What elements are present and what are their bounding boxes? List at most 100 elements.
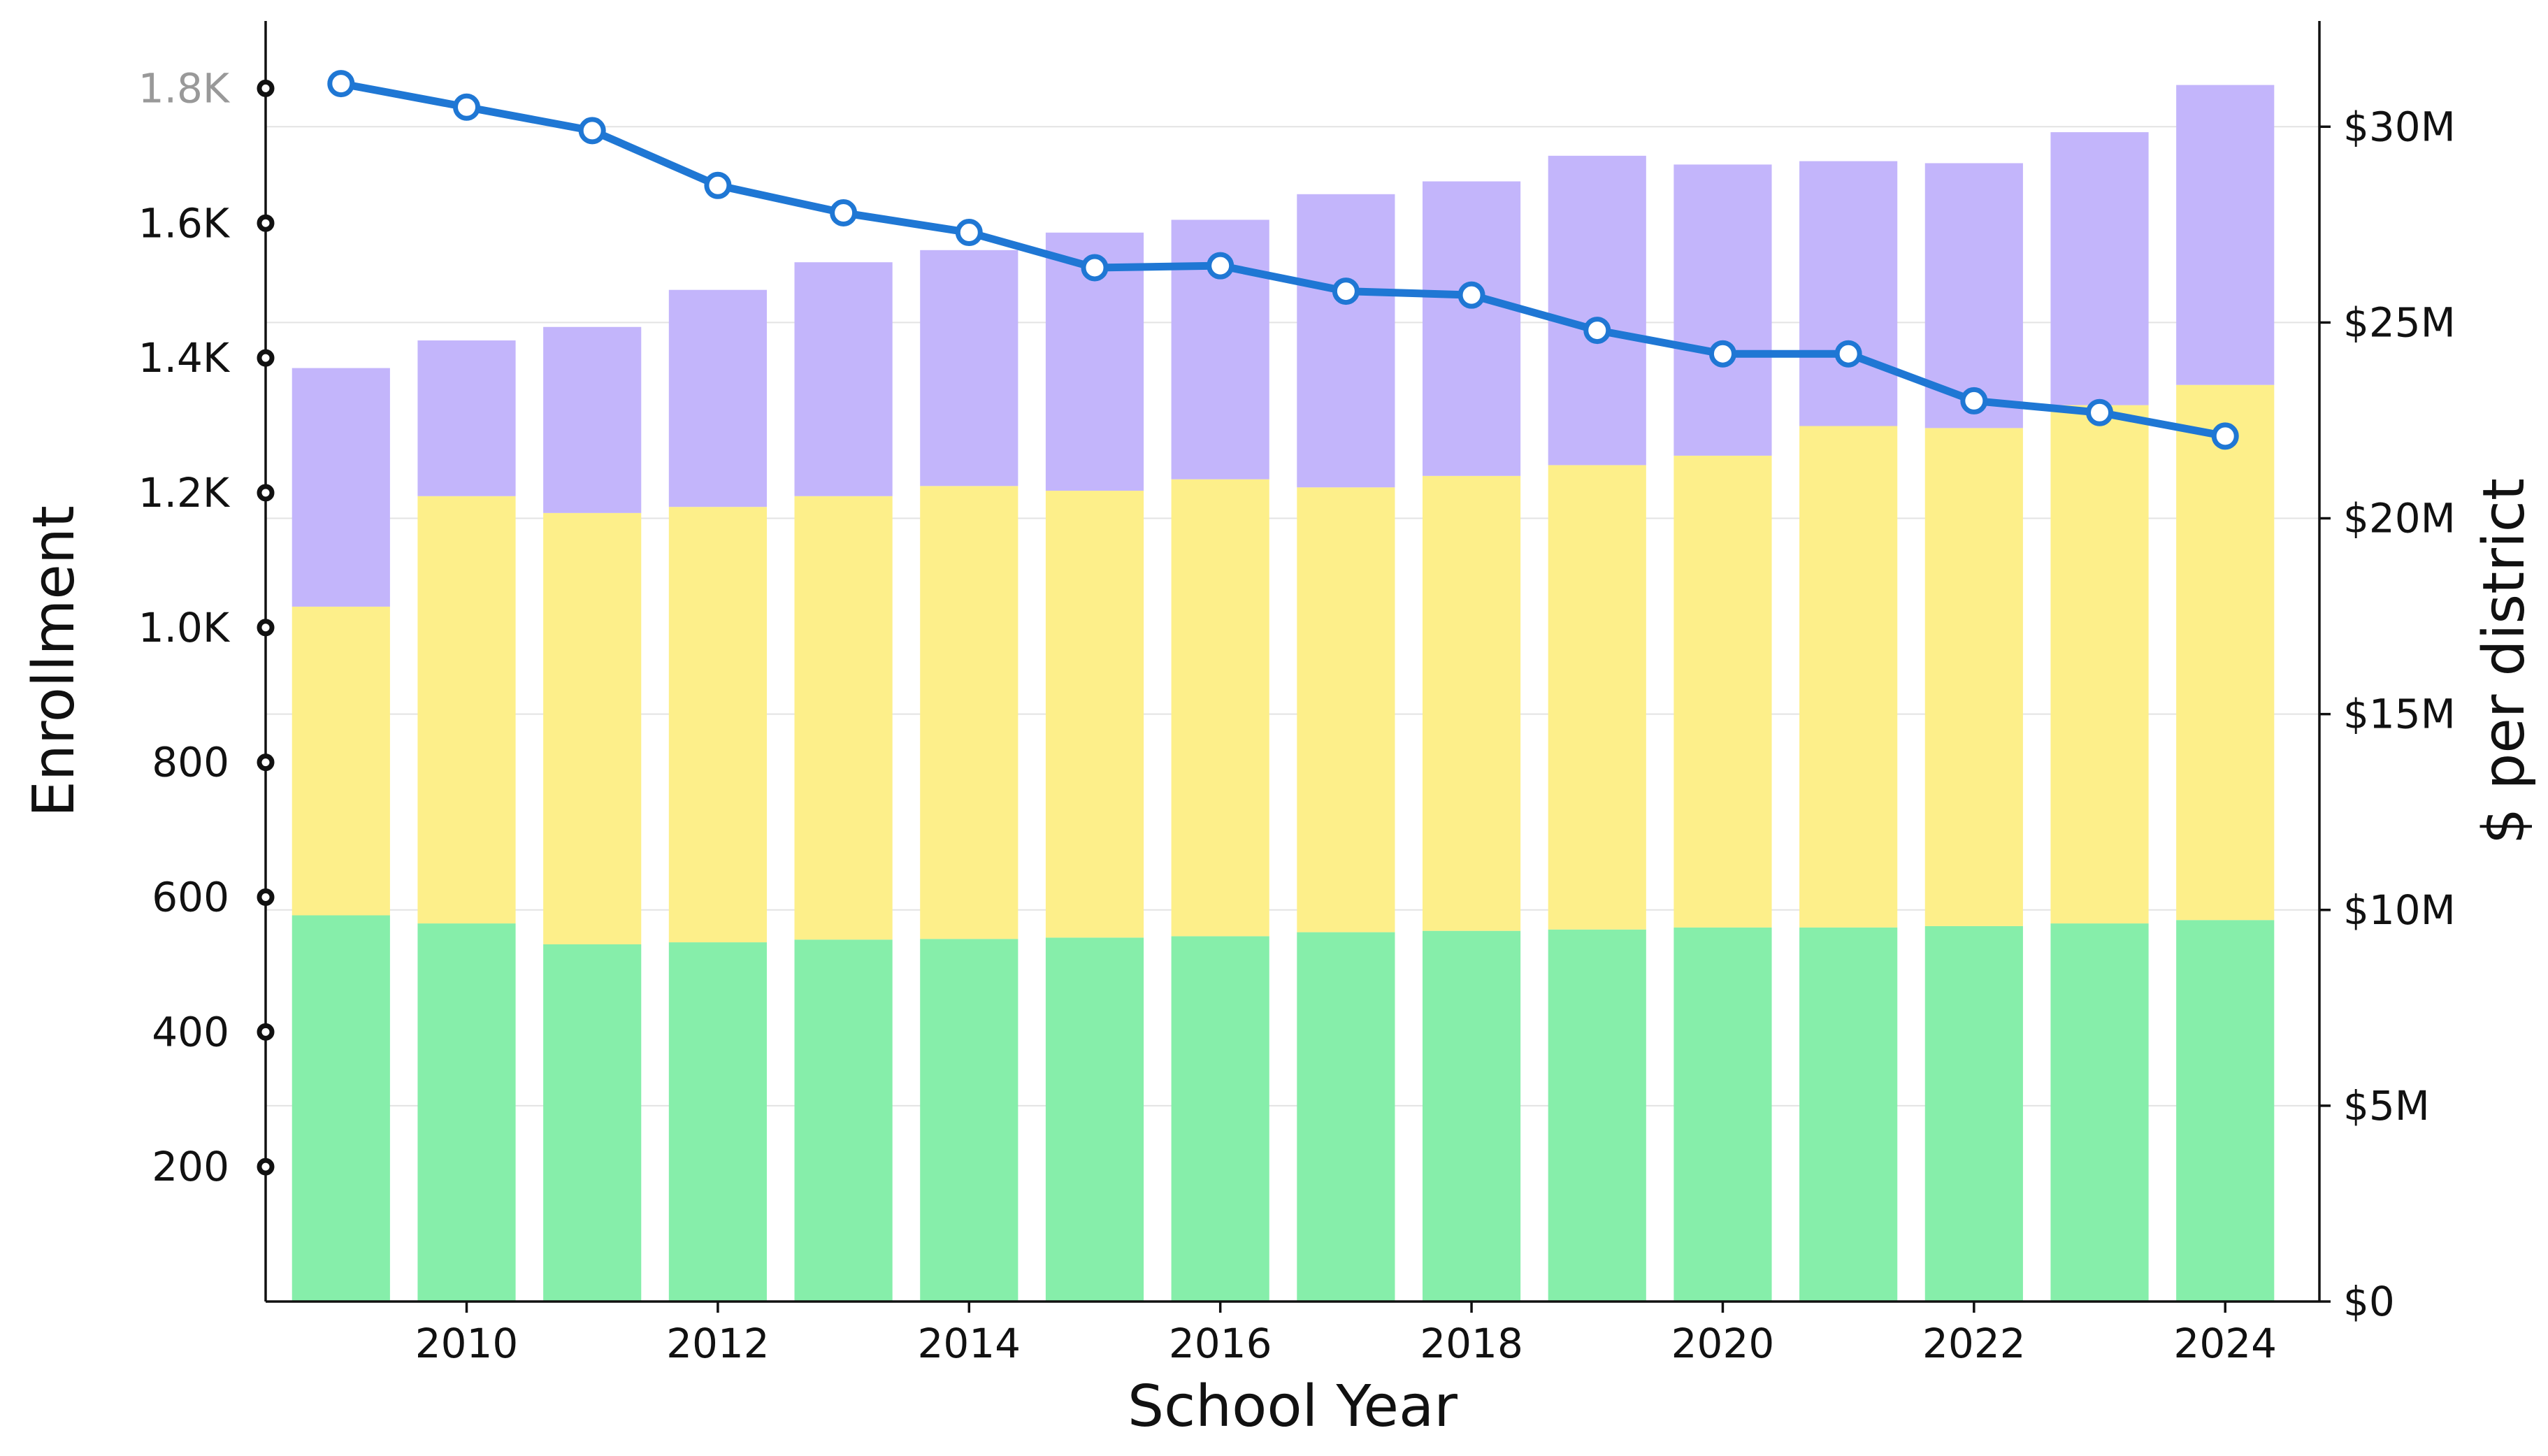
left-tick-marker xyxy=(257,79,275,97)
bar-segment xyxy=(291,606,390,916)
line-point xyxy=(1960,387,1988,415)
bar-segment xyxy=(2050,405,2149,924)
line-point xyxy=(1457,281,1485,309)
funding-line xyxy=(337,80,2229,440)
line-point xyxy=(1834,340,1862,368)
bar-segment xyxy=(920,486,1019,939)
bar-segment xyxy=(1674,164,1772,456)
left-tick-marker xyxy=(257,1023,275,1041)
x-tick-label: 2010 xyxy=(415,1320,519,1367)
bar-segment xyxy=(2050,923,2149,1302)
left-tick-label: 1.2K xyxy=(138,469,231,517)
left-tick-marker xyxy=(257,484,275,502)
right-tick-label: $5M xyxy=(2343,1082,2430,1130)
bar-segment xyxy=(417,340,516,496)
bar-segment xyxy=(543,944,642,1302)
line-point xyxy=(1207,252,1235,280)
line-point xyxy=(1081,254,1109,282)
line-point xyxy=(1583,317,1611,345)
left-tick-marker xyxy=(257,1158,275,1176)
right-tick-label: $15M xyxy=(2343,691,2456,738)
line-point xyxy=(327,70,355,98)
line-point xyxy=(2086,398,2114,426)
bar-segment xyxy=(794,939,893,1302)
bar-segment xyxy=(2176,384,2275,921)
bar-segment xyxy=(417,923,516,1302)
left-tick-marker xyxy=(257,349,275,367)
line-point xyxy=(955,219,983,247)
bar-segment xyxy=(1045,937,1144,1302)
right-tick-label: $0 xyxy=(2343,1278,2395,1325)
left-tick-label: 1.4K xyxy=(138,334,231,382)
left-y-axis-title: Enrollment xyxy=(21,505,87,817)
x-tick-label: 2018 xyxy=(1420,1320,1523,1367)
bar-segment xyxy=(543,512,642,944)
bar-segment xyxy=(1674,927,1772,1302)
right-tick-label: $30M xyxy=(2343,103,2456,150)
bar-segment xyxy=(1799,426,1898,928)
right-y-axis-title: $ per district xyxy=(2471,478,2538,844)
line-point xyxy=(2211,422,2239,450)
x-tick-label: 2024 xyxy=(2173,1320,2277,1367)
bar-segment xyxy=(1548,465,1646,930)
bar-segment xyxy=(668,507,767,943)
right-tick-label: $20M xyxy=(2343,495,2456,542)
bar-segment xyxy=(1924,925,2023,1302)
bar-segment xyxy=(1799,927,1898,1302)
left-tick-marker xyxy=(257,754,275,772)
bar-segment xyxy=(794,262,893,496)
bar-segment xyxy=(1548,929,1646,1302)
bar-segment xyxy=(920,939,1019,1302)
left-tick-label: 400 xyxy=(152,1008,229,1055)
x-tick-label: 2022 xyxy=(1922,1320,2026,1367)
left-tick-label: 1.0K xyxy=(138,604,231,651)
bar-segment xyxy=(1297,194,1395,488)
line-point xyxy=(830,199,858,227)
left-tick-label: 1.8K xyxy=(138,64,231,112)
bar-segment xyxy=(543,326,642,513)
bar-segment xyxy=(794,496,893,940)
line-point xyxy=(453,93,481,121)
bar-segment xyxy=(1297,487,1395,932)
bar-segment xyxy=(1422,475,1521,931)
axes: 2010 2012 2014 2016 2018 2020 2022 2024 200 400 60… xyxy=(138,21,2456,1367)
left-tick-label: 800 xyxy=(152,739,229,786)
bar-segment xyxy=(668,289,767,507)
left-tick-marker xyxy=(257,888,275,906)
bar-segment xyxy=(291,915,390,1302)
bar-stacks xyxy=(291,85,2275,1302)
right-tick-label: $25M xyxy=(2343,298,2456,346)
bar-segment xyxy=(291,368,390,607)
bar-segment xyxy=(1799,161,1898,426)
left-tick-label: 600 xyxy=(152,873,229,921)
line-point xyxy=(1332,277,1360,305)
x-tick-label: 2020 xyxy=(1671,1320,1775,1367)
left-tick-label: 200 xyxy=(152,1143,229,1190)
left-tick-marker xyxy=(257,214,275,232)
bar-segment xyxy=(1297,932,1395,1302)
x-axis-title: School Year xyxy=(1128,1374,1457,1440)
left-tick-marker xyxy=(257,619,275,637)
bar-segment xyxy=(1422,930,1521,1302)
right-tick-label: $10M xyxy=(2343,886,2456,934)
bar-segment xyxy=(417,496,516,924)
bar-segment xyxy=(2176,920,2275,1302)
bar-segment xyxy=(1924,428,2023,926)
line-point xyxy=(1708,340,1736,368)
bar-segment xyxy=(1924,163,2023,428)
bar-segment xyxy=(1548,155,1646,466)
bar-segment xyxy=(1045,491,1144,938)
bar-segment xyxy=(1422,181,1521,476)
bar-segment xyxy=(1171,479,1269,937)
line-point xyxy=(578,117,606,145)
line-point xyxy=(704,171,732,199)
bar-segment xyxy=(1674,455,1772,928)
bar-segment xyxy=(668,942,767,1302)
bar-segment xyxy=(920,250,1019,486)
bar-segment xyxy=(2050,132,2149,405)
left-tick-label: 1.6K xyxy=(138,199,231,247)
bar-segment xyxy=(2176,85,2275,385)
line-series xyxy=(327,70,2239,450)
bar-segment xyxy=(1171,936,1269,1302)
